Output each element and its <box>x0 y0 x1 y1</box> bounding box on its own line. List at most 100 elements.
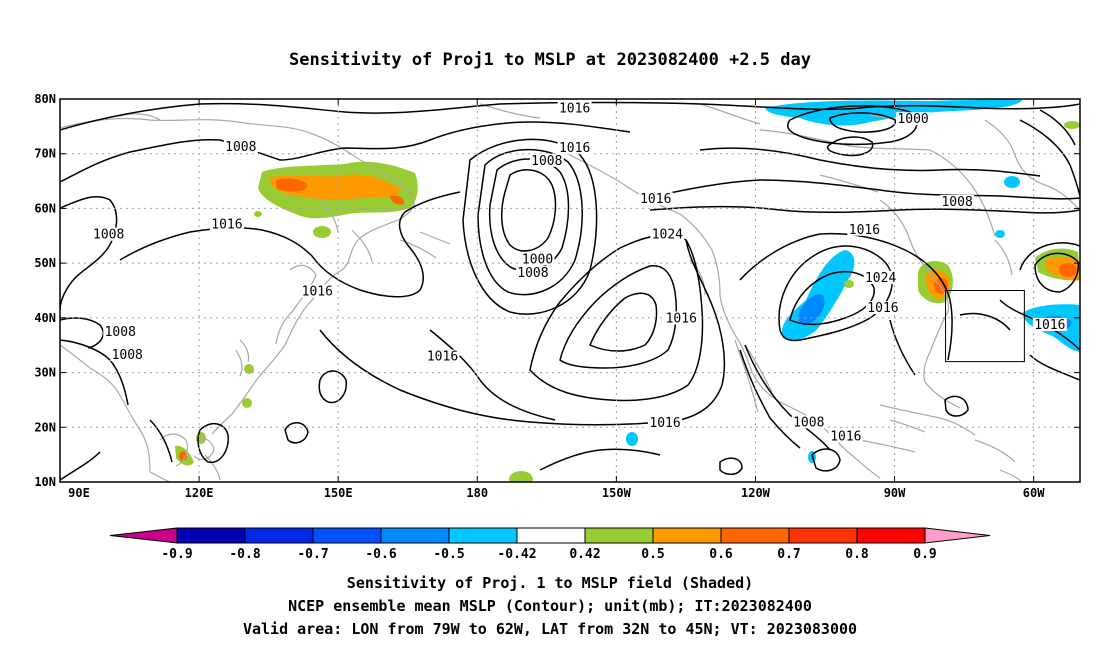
x-tick-label: 120E <box>185 486 214 500</box>
contour-label-bg <box>520 252 555 266</box>
contour-label-bg <box>863 270 898 284</box>
contour-label-bg <box>828 429 863 443</box>
x-tick-label: 150W <box>602 486 632 500</box>
contour-label: 1000 <box>897 112 928 127</box>
contour-label-bg <box>515 265 550 279</box>
contour-label: 1016 <box>559 141 590 156</box>
contour-label-bg <box>209 217 244 231</box>
contour-label: 1008 <box>225 140 256 155</box>
contour-label-bg <box>664 311 699 325</box>
colorbar-label: 0.5 <box>641 547 664 562</box>
colorbar-swatch <box>584 527 654 544</box>
sensitivity-shading <box>175 99 1080 482</box>
colorbar-swatch <box>652 527 722 544</box>
contour-label: 1008 <box>941 195 972 210</box>
contour-label: 1016 <box>559 101 590 116</box>
colorbar-label: 0.8 <box>845 547 869 562</box>
colorbar-label: -0.8 <box>229 547 260 562</box>
shade-siberia-red2 <box>390 195 405 205</box>
contour-label-bg <box>638 192 673 206</box>
footer-line-2: NCEP ensemble mean MSLP (Contour); unit(… <box>288 597 812 615</box>
colorbar-swatch <box>312 527 382 544</box>
contour-label: 1016 <box>427 350 458 365</box>
shade-siberia-red <box>276 178 308 192</box>
x-tick-label: 180 <box>466 486 488 500</box>
colorbar-swatch <box>176 527 246 544</box>
contour-label: 1024 <box>652 228 683 243</box>
contour-label-bg <box>110 348 145 362</box>
contour-label-bg <box>896 112 931 126</box>
contour-label: 1000 <box>522 252 553 267</box>
colorbar-label: -0.7 <box>297 547 328 562</box>
contour-label-bg <box>529 153 564 167</box>
contour-label: 1008 <box>105 325 136 340</box>
contour-label: 1008 <box>531 154 562 169</box>
contour-label: 1016 <box>849 223 880 238</box>
colorbar-label: 0.6 <box>709 547 733 562</box>
colorbar: -0.9 -0.8 -0.7 -0.6 -0.5 -0.42 0.42 0.5 0.6 0.7 0.… <box>109 527 991 562</box>
footer-line-3: Valid area: LON from 79W to 62W, LAT fro… <box>242 620 858 638</box>
contour-label-bg <box>103 325 138 339</box>
colorbar-arrow-left <box>109 527 178 544</box>
y-tick-label: 70N <box>34 147 56 161</box>
contour-label: 1016 <box>649 416 680 431</box>
contour-label-bg <box>865 301 900 315</box>
y-tick-label: 10N <box>34 475 56 489</box>
colorbar-arrow-right <box>924 527 991 544</box>
contour-label-bg <box>425 349 460 363</box>
colorbar-label: 0.7 <box>777 547 800 562</box>
y-tick-label: 30N <box>34 366 56 380</box>
contour-label: 1008 <box>517 266 548 281</box>
contour-label: 1016 <box>302 285 333 300</box>
contour-label: 1008 <box>93 228 124 243</box>
colorbar-swatch <box>448 527 518 544</box>
colorbar-swatch <box>788 527 858 544</box>
contour-label: 1016 <box>1034 318 1065 333</box>
colorbar-label: 0.9 <box>913 547 936 562</box>
x-tick-label: 150E <box>324 486 353 500</box>
colorbar-label: -0.6 <box>365 547 396 562</box>
coastlines <box>60 103 1080 482</box>
contour-label-bg <box>300 284 335 298</box>
contour-label-bg <box>223 140 258 154</box>
plot-frame <box>59 98 1081 483</box>
colorbar-swatch <box>720 527 790 544</box>
contour-label: 1024 <box>865 271 896 286</box>
contour-label-bg <box>557 101 592 115</box>
y-tick-label: 80N <box>34 92 56 106</box>
y-tick-label: 40N <box>34 311 56 325</box>
y-tick-label: 20N <box>34 420 56 434</box>
footer-line-1: Sensitivity of Proj. 1 to MSLP field (Sh… <box>346 574 754 592</box>
contour-label-bg <box>1032 317 1067 331</box>
x-tick-label: 120W <box>741 486 771 500</box>
y-tick-label: 50N <box>34 256 56 270</box>
contour-label-bg <box>650 227 685 241</box>
axes: 90E 120E 150E 180 150W 120W 90W 60W 10N 20N 30N 40N… <box>34 92 1080 500</box>
contour-label-bg <box>648 415 683 429</box>
contour-label: 1016 <box>830 430 861 445</box>
contour-label: 1016 <box>867 301 898 316</box>
shade-arctic <box>765 99 1022 126</box>
colorbar-swatch <box>856 527 926 544</box>
contour-label-bg <box>791 415 826 429</box>
contour-label-bg <box>557 141 592 155</box>
contour-label: 1008 <box>793 415 824 430</box>
chart-title: Sensitivity of Proj1 to MSLP at 20230824… <box>289 50 811 70</box>
colorbar-label: 0.42 <box>569 547 600 562</box>
colorbar-swatch <box>380 527 450 544</box>
contour-label-bg <box>847 222 882 236</box>
contour-label-bg <box>940 194 975 208</box>
contour-label: 1016 <box>211 217 242 232</box>
colorbar-swatch <box>516 527 586 544</box>
valid-area-box <box>945 290 1025 363</box>
contour-label: 1016 <box>640 192 671 207</box>
colorbar-label: -0.42 <box>497 547 536 562</box>
colorbar-label: -0.9 <box>161 547 192 562</box>
x-tick-label: 90E <box>68 486 90 500</box>
y-tick-label: 60N <box>34 201 56 215</box>
colorbar-swatch <box>244 527 314 544</box>
x-tick-label: 60W <box>1023 486 1045 500</box>
x-tick-label: 90W <box>884 486 906 500</box>
